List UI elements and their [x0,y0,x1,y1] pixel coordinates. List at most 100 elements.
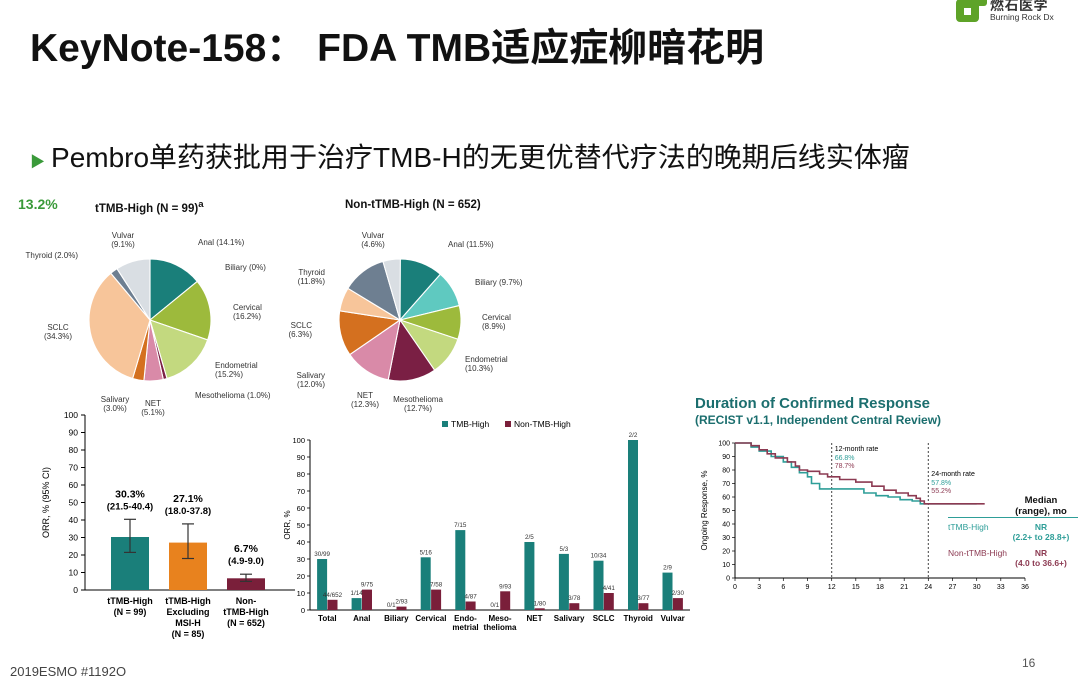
svg-text:80: 80 [69,445,79,455]
svg-text:(11.8%): (11.8%) [298,277,326,286]
svg-text:Vulvar: Vulvar [112,231,135,240]
svg-text:(12.0%): (12.0%) [297,380,325,389]
svg-text:Mesothelioma (1.0%): Mesothelioma (1.0%) [195,391,271,400]
svg-text:100: 100 [718,441,730,448]
svg-text:20: 20 [69,550,79,560]
svg-text:30: 30 [297,555,305,564]
svg-text:(12.3%): (12.3%) [351,400,379,409]
svg-text:Salivary: Salivary [101,395,129,404]
svg-text:NET: NET [357,391,373,400]
svg-text:6: 6 [781,584,785,591]
svg-text:Cervical: Cervical [415,614,446,623]
svg-text:(N = 99): (N = 99) [114,607,147,617]
svg-text:30: 30 [69,533,79,543]
svg-text:1/14: 1/14 [350,590,363,597]
svg-text:(18.0-37.8): (18.0-37.8) [165,506,211,517]
svg-text:1/80: 1/80 [534,600,547,607]
svg-text:Thyroid (2.0%): Thyroid (2.0%) [26,251,79,260]
svg-text:(4.6%): (4.6%) [361,240,385,249]
svg-text:30: 30 [973,584,981,591]
svg-text:Thyroid: Thyroid [298,268,325,277]
svg-text:SCLC: SCLC [47,323,69,332]
svg-text:24: 24 [924,584,932,591]
svg-text:Non-TMB-High: Non-TMB-High [514,419,571,429]
svg-text:18: 18 [876,584,884,591]
svg-text:2/2: 2/2 [629,432,638,439]
svg-text:SCLC: SCLC [593,614,615,623]
svg-text:5/16: 5/16 [420,549,433,556]
svg-text:60: 60 [69,480,79,490]
svg-text:Salivary: Salivary [554,614,585,623]
svg-text:(6.3%): (6.3%) [288,330,312,339]
svg-text:Vulvar: Vulvar [661,614,685,623]
svg-text:10: 10 [69,568,79,578]
svg-text:90: 90 [69,428,79,438]
svg-text:80: 80 [722,468,730,475]
svg-text:20: 20 [297,572,305,581]
svg-text:6.7%: 6.7% [234,543,259,555]
svg-text:36: 36 [1021,584,1029,591]
svg-text:50: 50 [722,508,730,515]
svg-text:40: 40 [69,515,79,525]
svg-text:10: 10 [722,562,730,569]
svg-text:30: 30 [722,535,730,542]
svg-text:21: 21 [900,584,908,591]
svg-text:7/58: 7/58 [430,582,443,589]
svg-text:66.8%: 66.8% [835,455,855,462]
svg-text:thelioma: thelioma [484,623,517,632]
svg-text:Endometrial: Endometrial [215,361,258,370]
svg-text:Anal (14.1%): Anal (14.1%) [198,238,245,247]
svg-text:2/9: 2/9 [663,565,672,572]
svg-text:12: 12 [828,584,836,591]
svg-text:40: 40 [297,538,305,547]
svg-text:80: 80 [297,470,305,479]
svg-text:55.2%: 55.2% [931,488,951,495]
svg-text:ORR, %: ORR, % [283,510,292,539]
svg-text:Endo-: Endo- [454,614,477,623]
svg-text:3: 3 [757,584,761,591]
svg-text:Meso-: Meso- [488,614,511,623]
svg-text:3/78: 3/78 [568,595,581,602]
svg-text:Endometrial: Endometrial [465,355,508,364]
svg-text:(4.9-9.0): (4.9-9.0) [228,556,264,567]
svg-text:30/99: 30/99 [314,551,330,558]
svg-text:33: 33 [997,584,1005,591]
svg-text:3/77: 3/77 [637,595,650,602]
svg-text:Non-: Non- [236,596,257,606]
svg-text:Excluding: Excluding [166,607,209,617]
svg-text:5/3: 5/3 [560,546,569,553]
svg-text:44/652: 44/652 [323,592,343,599]
svg-text:Biliary (0%): Biliary (0%) [225,263,266,272]
svg-text:70: 70 [297,487,305,496]
svg-text:100: 100 [292,436,305,445]
svg-text:Biliary: Biliary [384,614,409,623]
svg-text:(9.1%): (9.1%) [111,240,135,249]
svg-text:70: 70 [69,463,79,473]
svg-text:24-month rate: 24-month rate [931,471,975,478]
svg-text:70: 70 [722,481,730,488]
svg-text:NET: NET [527,614,543,623]
svg-text:0/1: 0/1 [490,602,499,609]
svg-text:Ongoing Response, %: Ongoing Response, % [700,470,709,550]
svg-text:(8.9%): (8.9%) [482,322,506,331]
svg-text:60: 60 [722,495,730,502]
svg-text:metrial: metrial [452,623,478,632]
svg-text:12-month rate: 12-month rate [835,446,879,453]
svg-text:0: 0 [301,606,305,615]
svg-text:90: 90 [722,454,730,461]
svg-text:(15.2%): (15.2%) [215,370,243,379]
svg-text:90: 90 [297,453,305,462]
svg-text:2/30: 2/30 [672,590,685,597]
svg-text:27: 27 [949,584,957,591]
svg-text:30.3%: 30.3% [115,488,145,500]
svg-text:tTMB-High: tTMB-High [165,596,210,606]
svg-text:(21.5-40.4): (21.5-40.4) [107,501,153,512]
svg-text:20: 20 [722,549,730,556]
svg-text:tTMB-High: tTMB-High [223,607,268,617]
svg-text:MSI-H: MSI-H [175,618,201,628]
svg-text:(16.2%): (16.2%) [233,312,261,321]
svg-text:(34.3%): (34.3%) [44,332,72,341]
svg-text:50: 50 [297,521,305,530]
svg-text:60: 60 [297,504,305,513]
svg-text:57.8%: 57.8% [931,480,951,487]
